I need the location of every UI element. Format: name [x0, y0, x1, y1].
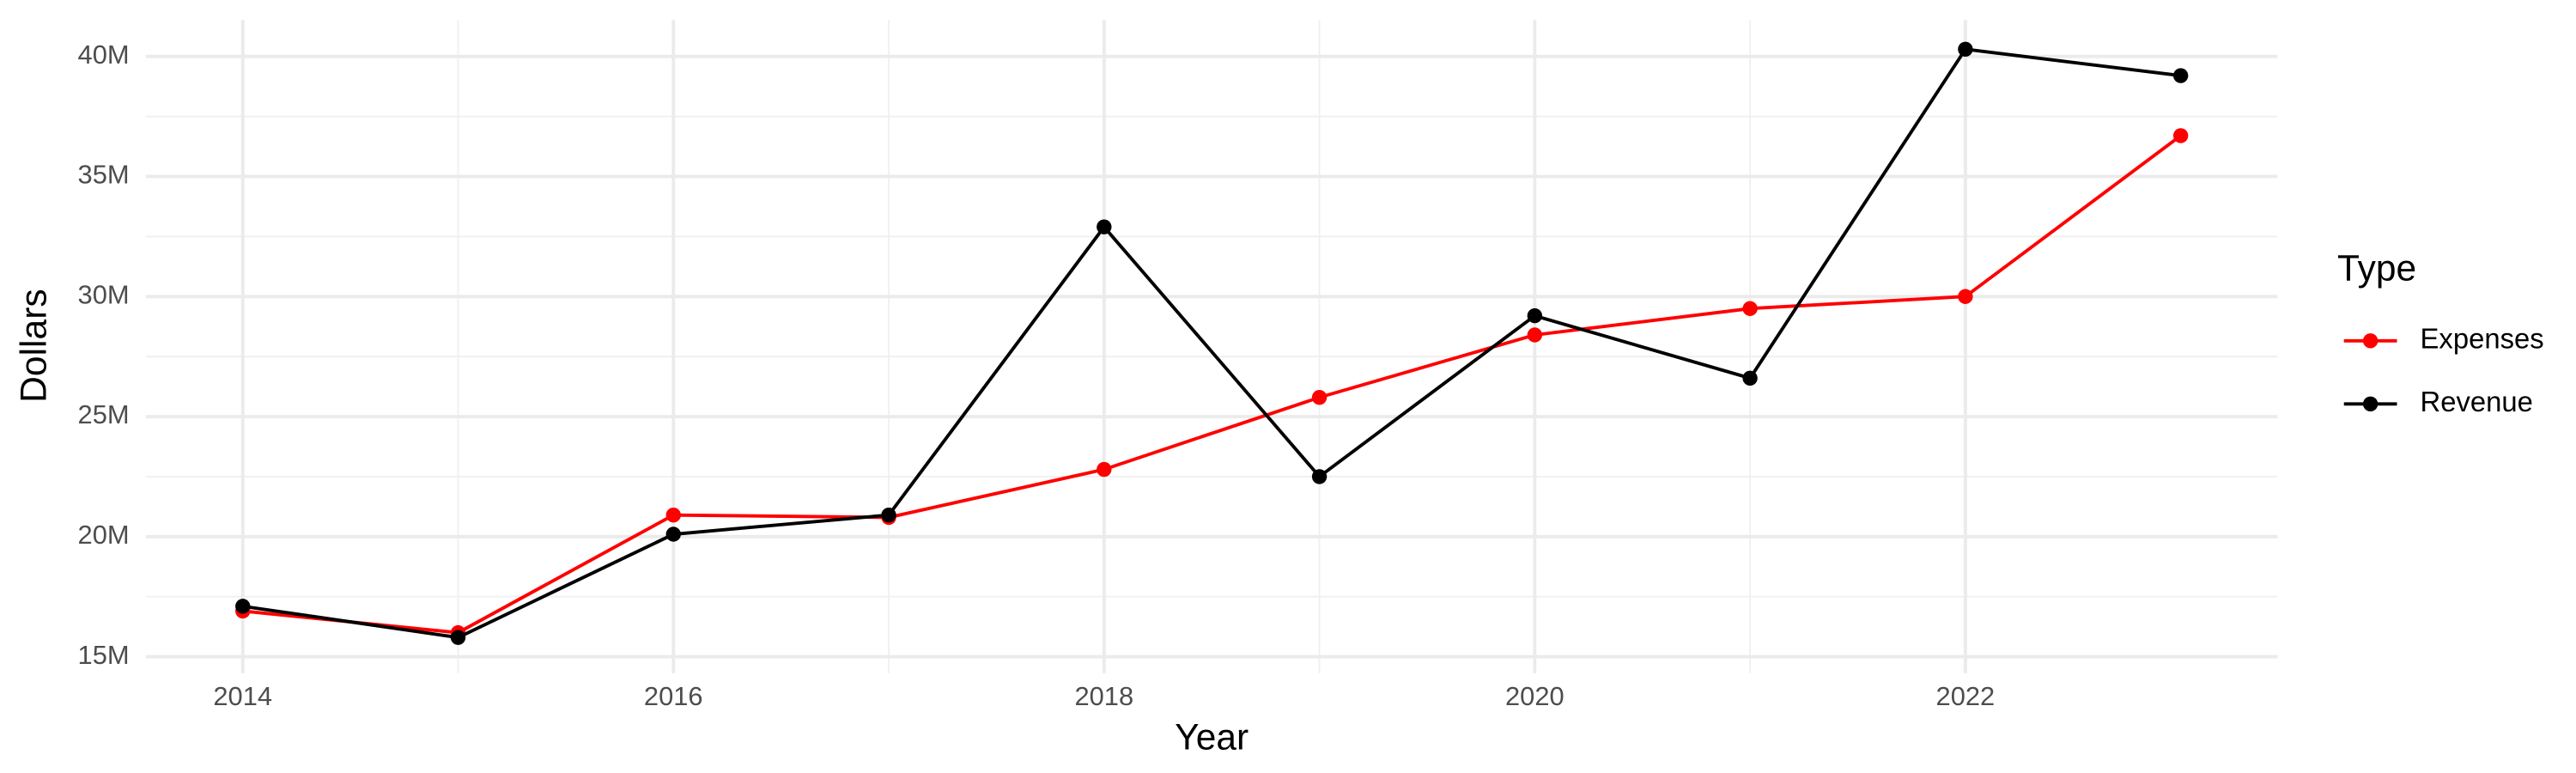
data-point	[1097, 461, 1112, 478]
data-point	[1527, 307, 1543, 324]
data-point	[1311, 389, 1327, 405]
y-tick-label: 15M	[78, 640, 130, 670]
grid	[145, 20, 2278, 673]
data-point	[881, 507, 896, 523]
x-tick-label: 2016	[644, 681, 703, 711]
x-tick-label: 2014	[213, 681, 272, 711]
data-point	[2172, 68, 2189, 83]
x-axis-title: Year	[1175, 717, 1249, 758]
y-tick-label: 20M	[78, 520, 130, 550]
data-point	[1742, 370, 1758, 386]
series-line	[242, 134, 2182, 635]
data-point	[665, 507, 681, 523]
legend-label: Revenue	[2421, 386, 2533, 417]
data-point	[1958, 289, 1973, 304]
data-point	[1742, 301, 1758, 316]
x-tick-label: 2020	[1505, 681, 1564, 711]
legend-marker	[2362, 396, 2379, 412]
y-tick-label: 25M	[78, 399, 130, 429]
legend-marker	[2362, 333, 2379, 349]
legend-label: Expenses	[2421, 322, 2544, 354]
y-tick-label: 40M	[78, 40, 130, 70]
data-point	[2172, 128, 2189, 143]
data-point	[1958, 41, 1973, 58]
data-point	[1527, 327, 1543, 343]
x-tick-label: 2022	[1936, 681, 1996, 711]
y-tick-label: 35M	[78, 160, 130, 190]
series-line	[242, 47, 2181, 640]
y-axis-title: Dollars	[15, 289, 55, 402]
data-point	[1097, 219, 1112, 234]
y-tick-label: 30M	[78, 279, 130, 309]
data-point	[665, 526, 681, 542]
x-tick-label: 2018	[1074, 681, 1133, 711]
data-point	[1311, 469, 1327, 484]
data-point	[235, 599, 251, 614]
data-point	[450, 630, 466, 645]
legend-title: Type	[2337, 249, 2416, 289]
